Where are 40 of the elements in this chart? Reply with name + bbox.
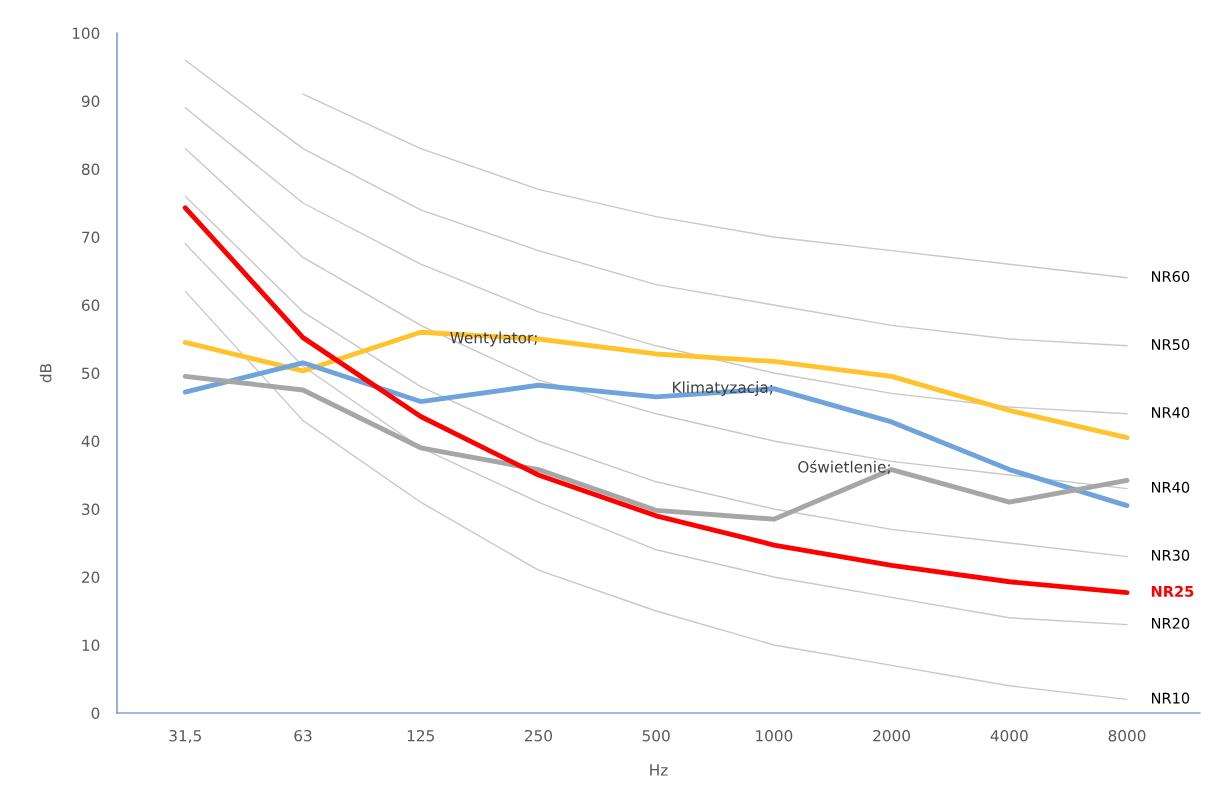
y-axis-title: dB xyxy=(39,363,52,383)
x-tick-label: 63 xyxy=(294,729,312,742)
line-series xyxy=(182,373,1130,522)
series-label: NR40 xyxy=(1151,481,1190,493)
y-tick-label: 50 xyxy=(82,367,100,380)
series-label: NR40 xyxy=(1151,407,1190,419)
x-tick-label: 2000 xyxy=(873,729,911,742)
y-tick-label: 100 xyxy=(72,27,100,40)
x-tick-label: 500 xyxy=(642,729,670,742)
series-label: NR50 xyxy=(1151,339,1190,351)
series-label: NR20 xyxy=(1151,617,1190,629)
x-tick-label: 31,5 xyxy=(169,729,201,744)
x-tick-label: 1000 xyxy=(756,729,793,742)
y-tick-label: 30 xyxy=(82,503,100,516)
line-series xyxy=(302,93,1128,279)
series-label: NR25 xyxy=(1151,585,1194,597)
line-series xyxy=(182,329,1130,441)
x-tick-label: 125 xyxy=(407,729,434,742)
series-label: NR10 xyxy=(1151,692,1190,704)
x-tick-label: 250 xyxy=(524,729,552,742)
line-series xyxy=(184,59,1128,347)
y-tick-label: 70 xyxy=(82,231,100,244)
x-tick-label: 8000 xyxy=(1108,729,1146,742)
line-series xyxy=(182,360,1130,509)
y-tick-label: 40 xyxy=(81,435,100,448)
x-axis-title: Hz xyxy=(650,764,668,776)
line-series xyxy=(184,147,1128,490)
series-label: NR30 xyxy=(1151,549,1190,561)
y-tick-label: 0 xyxy=(91,707,100,720)
line-series xyxy=(184,107,1128,415)
y-tick-label: 90 xyxy=(81,95,100,108)
y-tick-label: 60 xyxy=(81,299,100,312)
annotation: Oświetlenie; xyxy=(798,460,890,475)
y-tick-label: 10 xyxy=(82,639,100,652)
line-series xyxy=(184,243,1128,626)
y-tick-label: 20 xyxy=(82,571,100,584)
series-label: NR60 xyxy=(1151,271,1190,283)
x-tick-label: 4000 xyxy=(990,729,1028,742)
line-series xyxy=(184,290,1128,701)
y-tick-label: 80 xyxy=(81,163,100,176)
